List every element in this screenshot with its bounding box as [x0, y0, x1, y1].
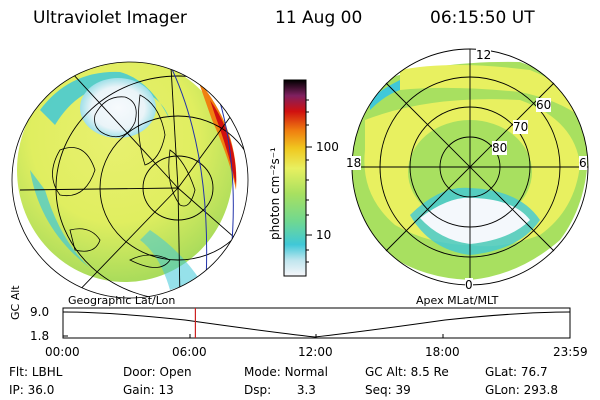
mlt-label-18: 18	[346, 156, 362, 170]
ip-info: IP: 36.0	[9, 383, 54, 397]
xtick-1800: 18:00	[425, 345, 460, 359]
xtick-1200: 12:00	[298, 345, 333, 359]
gcalt-info: GC Alt: 8.5 Re	[365, 365, 449, 379]
imagery-canvas	[11, 48, 589, 299]
altitude-plot	[62, 307, 571, 339]
gcalt-label: GC Alt:	[365, 365, 407, 379]
seq-info: Seq: 39	[365, 383, 411, 397]
glat-label: GLat:	[485, 365, 518, 379]
xtick-2359: 23:59	[553, 345, 588, 359]
dsp-info: Dsp: 3.3	[244, 383, 316, 397]
colorbar-tick-100: 100	[316, 140, 339, 154]
mlat-label-60: 60	[536, 98, 552, 112]
gcalt-value: 8.5 Re	[410, 365, 449, 379]
ip-value: 36.0	[27, 383, 55, 397]
flt-label: Flt:	[9, 365, 28, 379]
time-label: 06:15:50 UT	[430, 8, 535, 28]
geographic-image	[11, 61, 249, 299]
colorbar-gradient	[283, 79, 307, 277]
glat-value: 76.7	[520, 365, 548, 379]
mlt-label-12: 12	[476, 48, 492, 62]
mlt-label-6: 6	[579, 156, 587, 170]
gain-value: 13	[158, 383, 174, 397]
door-info: Door: Open	[123, 365, 192, 379]
altitude-ytick-min: 1.8	[30, 329, 50, 343]
apex-caption: Apex MLat/MLT	[416, 294, 499, 307]
gain-info: Gain: 13	[123, 383, 174, 397]
auroral-hole	[80, 78, 156, 138]
mode-value: Normal	[284, 365, 328, 379]
mlt-label-0: 0	[465, 278, 473, 292]
altitude-ylabel: GC Alt	[9, 285, 22, 320]
coastlines	[52, 94, 196, 268]
dsp-value: 3.3	[296, 383, 316, 397]
geographic-caption: Geographic Lat/Lon	[68, 294, 176, 307]
glon-value: 293.8	[523, 383, 558, 397]
ip-label: IP:	[9, 383, 24, 397]
door-label: Door:	[123, 365, 156, 379]
altitude-curve	[62, 311, 571, 338]
mode-info: Mode: Normal	[244, 365, 328, 379]
mlat-label-70: 70	[513, 120, 529, 134]
mlat-label-80: 80	[492, 141, 508, 155]
flt-info: Flt: LBHL	[9, 365, 62, 379]
colorbar	[283, 79, 312, 277]
mode-label: Mode:	[244, 365, 281, 379]
seq-label: Seq:	[365, 383, 392, 397]
xtick-0600: 06:00	[172, 345, 207, 359]
altitude-plot-frame	[62, 307, 571, 339]
altitude-ytick-max: 9.0	[30, 305, 50, 319]
instrument-title: Ultraviolet Imager	[33, 8, 187, 28]
colorbar-unit-label: photon cm⁻²s⁻¹	[268, 147, 282, 240]
glon-label: GLon:	[485, 383, 520, 397]
flt-value: LBHL	[31, 365, 63, 379]
glat-info: GLat: 76.7	[485, 365, 548, 379]
seq-value: 39	[395, 383, 411, 397]
colorbar-tick-10: 10	[316, 228, 332, 242]
door-value: Open	[159, 365, 192, 379]
gain-label: Gain:	[123, 383, 155, 397]
glon-info: GLon: 293.8	[485, 383, 558, 397]
xtick-0000: 00:00	[45, 345, 80, 359]
dsp-label: Dsp:	[244, 383, 272, 397]
polar-image	[351, 48, 589, 286]
date-label: 11 Aug 00	[275, 8, 363, 28]
